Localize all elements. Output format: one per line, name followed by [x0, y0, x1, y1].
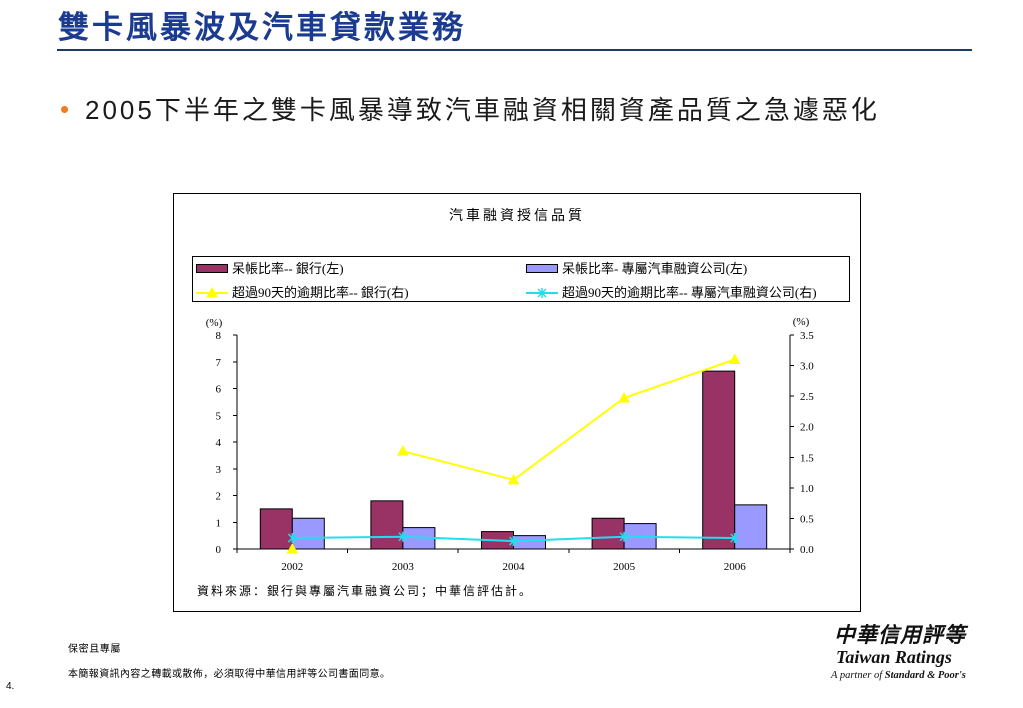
bar-captive-bad-debt-2006	[734, 504, 768, 550]
marker-captive-overdue-2002	[287, 532, 297, 543]
marker-bank-overdue-2002	[286, 542, 299, 554]
left-axis-label: (%)	[206, 317, 223, 329]
page-number: 4.	[6, 681, 15, 692]
marker-captive-overdue-2006	[730, 532, 740, 543]
right-axis-tick-label: 0.5	[800, 513, 814, 525]
marker-captive-overdue-2004	[508, 536, 519, 547]
bar-bank-bad-debt-2006	[702, 370, 736, 550]
marker-bank-overdue-2005	[618, 391, 630, 403]
x-axis-tick-label: 2006	[724, 561, 747, 573]
left-axis-tick-label: 4	[216, 437, 222, 449]
right-axis-tick-label: 1.0	[800, 483, 814, 495]
right-axis-tick-label: 2.0	[800, 422, 814, 434]
logo-partner-line: A partner of Standard & Poor's	[831, 669, 966, 683]
left-axis-tick-label: 1	[216, 517, 222, 529]
line-bank-overdue	[402, 358, 736, 481]
legend-label-captive-overdue: 超過90天的逾期比率-- 專屬汽車融資公司(右)	[562, 285, 817, 300]
logo-partner-prefix: A partner of	[831, 670, 883, 681]
bar-bank-bad-debt-2005	[591, 517, 625, 550]
logo-chinese-wordmark: 中華信用評等	[834, 623, 966, 647]
right-axis-label: (%)	[793, 316, 810, 328]
legend-asterisk-marker-icon	[537, 288, 547, 298]
title-underline	[57, 49, 972, 51]
chart-plot-area: 0 1 2 3 4 5 6 7 8 0.0 0.5 1.0 1.5 2.0 2.5 3.0 3.5 2002 200…	[206, 316, 815, 573]
left-axis-tick-label: 7	[216, 357, 222, 369]
marker-bank-overdue-2003	[397, 445, 409, 456]
left-axis-tick-label: 8	[216, 330, 222, 342]
right-axis-tick-label: 1.5	[800, 452, 814, 464]
marker-captive-overdue-2003	[398, 531, 408, 542]
legend-label-captive-bad-debt: 呆帳比率- 專屬汽車融資公司(左)	[562, 261, 748, 276]
footer-copyright-notice: 本簡報資訊內容之轉載或散佈，必須取得中華信用評等公司書面同意。	[68, 669, 391, 680]
bar-bank-bad-debt-2003	[370, 500, 404, 550]
bar-bank-bad-debt-2002	[259, 508, 293, 550]
logo-partner-name: Standard & Poor's	[884, 670, 966, 681]
x-axis-tick-label: 2004	[503, 561, 526, 573]
legend-triangle-marker-icon	[206, 286, 218, 298]
x-axis-tick-label: 2003	[392, 561, 415, 573]
chart-title: 汽車融資授信品質	[449, 209, 585, 224]
chart-source-note: 資料來源：銀行與專屬汽車融資公司；中華信評估計。	[197, 584, 534, 598]
right-axis-tick-label: 3.0	[800, 361, 814, 373]
footer-confidential-label: 保密且專屬	[68, 644, 121, 655]
x-axis-tick-label: 2002	[281, 561, 303, 573]
slide-title: 雙卡風暴波及汽車貸款業務	[58, 10, 466, 45]
bar-captive-bad-debt-2002	[291, 517, 325, 550]
legend-label-bank-bad-debt: 呆帳比率-- 銀行(左)	[232, 261, 344, 276]
legend-swatch-bank-bad-debt	[196, 264, 228, 273]
bullet-marker: •	[60, 94, 70, 124]
left-axis-tick-label: 5	[216, 410, 222, 422]
chart-legend: 呆帳比率-- 銀行(左) 呆帳比率- 專屬汽車融資公司(左) 超過90天的逾期比…	[192, 256, 850, 302]
left-axis-tick-label: 0	[216, 544, 222, 556]
right-axis-tick-label: 3.5	[800, 330, 814, 342]
bullet-text: 2005下半年之雙卡風暴導致汽車融資相關資產品質之急遽惡化	[85, 95, 880, 125]
right-axis-tick-label: 2.5	[800, 391, 814, 403]
marker-captive-overdue-2005	[619, 531, 629, 542]
right-axis-tick-label: 0.0	[800, 544, 814, 556]
chart-panel: 汽車融資授信品質 呆帳比率-- 銀行(左) 呆帳比率- 專屬汽車融資公司(左) …	[173, 193, 861, 612]
left-axis-tick-label: 3	[216, 464, 222, 476]
x-axis-tick-label: 2005	[613, 561, 636, 573]
logo-english-wordmark: Taiwan Ratings	[836, 647, 952, 667]
bar-captive-bad-debt-2004	[513, 535, 546, 550]
legend-swatch-bank-overdue	[196, 286, 228, 298]
legend-label-bank-overdue: 超過90天的逾期比率-- 銀行(右)	[232, 285, 409, 300]
left-axis-tick-label: 6	[216, 384, 222, 396]
marker-bank-overdue-2004	[507, 473, 520, 485]
legend-swatch-captive-bad-debt	[526, 264, 558, 273]
legend-swatch-captive-overdue	[526, 288, 558, 298]
left-axis-tick-label: 2	[216, 491, 222, 503]
marker-bank-overdue-2006	[728, 353, 741, 364]
